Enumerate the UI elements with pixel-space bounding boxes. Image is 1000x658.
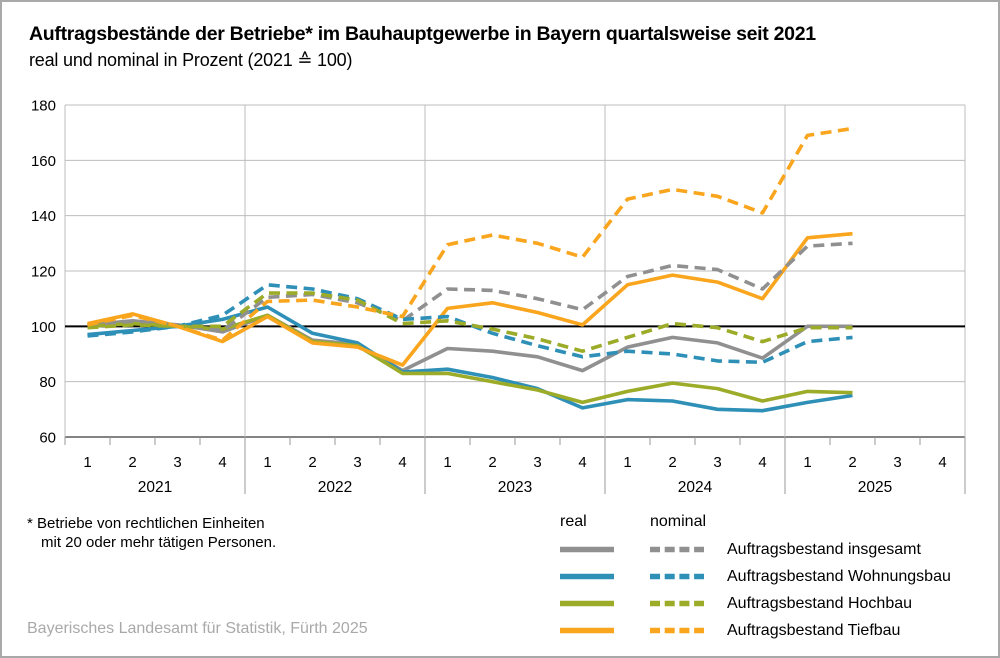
legend-col-real: real — [560, 513, 587, 530]
y-axis-label: 100 — [31, 319, 56, 336]
y-axis-label: 160 — [31, 153, 56, 170]
quarter-label: 1 — [803, 454, 811, 471]
series-nominal-wohnungsbau-line — [87, 282, 853, 365]
quarter-label: 2 — [488, 454, 496, 471]
legend-row-label: Auftragsbestand Tiefbau — [727, 621, 901, 639]
source-credit: Bayerisches Landesamt für Statistik, Für… — [27, 620, 368, 637]
year-label: 2025 — [858, 479, 892, 496]
real-line-swatch-icon — [560, 627, 614, 634]
footnote: * Betriebe von rechtlichen Einheiten mit… — [27, 514, 276, 552]
y-axis-label: 80 — [39, 374, 56, 391]
year-label: 2022 — [318, 479, 352, 496]
y-axis-label: 180 — [31, 98, 56, 115]
quarter-label: 1 — [623, 454, 631, 471]
quarter-label: 4 — [218, 454, 226, 471]
legend-row: Auftragsbestand Tiefbau — [560, 617, 951, 644]
nominal-line-swatch-icon — [650, 573, 704, 580]
footnote-line-2: mit 20 oder mehr tätigen Personen. — [41, 534, 277, 551]
legend-row-label: Auftragsbestand Hochbau — [727, 594, 913, 612]
legend-row: Auftragsbestand Hochbau — [560, 590, 951, 617]
chart-title: Auftragsbestände der Betriebe* im Bauhau… — [29, 23, 816, 45]
quarter-label: 3 — [353, 454, 361, 471]
legend-row-label: Auftragsbestand insgesamt — [727, 540, 921, 558]
quarter-label: 2 — [668, 454, 676, 471]
footnote-line-1: * Betriebe von rechtlichen Einheiten — [27, 515, 265, 532]
quarter-label: 4 — [578, 454, 586, 471]
nominal-line-swatch-icon — [650, 600, 704, 607]
year-label: 2024 — [678, 479, 713, 496]
quarter-label: 1 — [263, 454, 271, 471]
real-line-swatch-icon — [560, 546, 614, 553]
quarter-label: 3 — [713, 454, 721, 471]
legend-row-label: Auftragsbestand Wohnungsbau — [727, 567, 951, 585]
series-real-wohnungsbau-line — [87, 305, 853, 413]
quarter-label: 2 — [848, 454, 856, 471]
quarter-label: 3 — [533, 454, 541, 471]
y-axis-label: 120 — [31, 264, 56, 281]
chart-subtitle: real und nominal in Prozent (2021 ≙ 100) — [29, 50, 353, 70]
legend: real nominal Auftragsbestand insgesamt Au… — [560, 513, 951, 644]
line-chart: 180 160 140 120 100 80 60 1 2 3 4 1 2 3 4 1 2 3 4 1 2 3 4 1 2 3 4 2… — [31, 98, 966, 496]
real-line-swatch-icon — [560, 600, 614, 607]
series-nominal-tiefbau-line — [87, 126, 853, 343]
real-line-swatch-icon — [560, 573, 614, 580]
quarter-label: 4 — [398, 454, 406, 471]
nominal-line-swatch-icon — [650, 627, 704, 634]
quarter-label: 1 — [443, 454, 451, 471]
quarter-label: 3 — [893, 454, 901, 471]
year-label: 2021 — [138, 479, 172, 496]
series-nominal-hochbau-line — [87, 291, 853, 354]
y-axis-label: 140 — [31, 208, 56, 225]
legend-rows: Auftragsbestand insgesamt Auftragsbestand… — [560, 536, 951, 644]
legend-row: Auftragsbestand Wohnungsbau — [560, 563, 951, 590]
quarter-label: 1 — [83, 454, 91, 471]
legend-row: Auftragsbestand insgesamt — [560, 536, 951, 563]
year-label: 2023 — [498, 479, 532, 496]
y-axis-label: 60 — [39, 430, 56, 447]
legend-header: real nominal — [560, 513, 951, 531]
legend-col-nominal: nominal — [650, 513, 707, 530]
quarter-label: 2 — [128, 454, 136, 471]
quarter-label: 2 — [308, 454, 316, 471]
series-nominal-insgesamt-line — [87, 241, 853, 333]
series-real-tiefbau-line — [87, 231, 853, 367]
quarter-label: 3 — [173, 454, 181, 471]
nominal-line-swatch-icon — [650, 546, 704, 553]
quarter-label: 4 — [938, 454, 946, 471]
quarter-label: 4 — [758, 454, 766, 471]
